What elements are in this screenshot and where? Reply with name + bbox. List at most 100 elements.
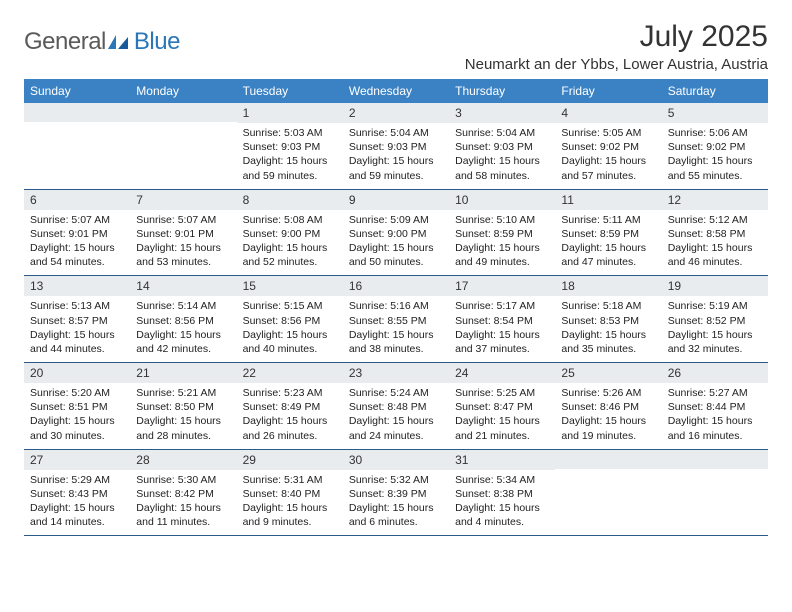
day-number: 7 <box>130 190 236 210</box>
day-cell: 29Sunrise: 5:31 AMSunset: 8:40 PMDayligh… <box>237 450 343 536</box>
sunset-text: Sunset: 8:39 PM <box>349 487 443 501</box>
sunrise-text: Sunrise: 5:25 AM <box>455 386 549 400</box>
day-number: 23 <box>343 363 449 383</box>
week-row: 13Sunrise: 5:13 AMSunset: 8:57 PMDayligh… <box>24 276 768 363</box>
daylight-text: Daylight: 15 hours and 53 minutes. <box>136 241 230 269</box>
sunset-text: Sunset: 9:02 PM <box>561 140 655 154</box>
brand-text-1: General <box>24 28 106 56</box>
day-body: Sunrise: 5:12 AMSunset: 8:58 PMDaylight:… <box>662 210 768 276</box>
day-number: 21 <box>130 363 236 383</box>
day-number: 24 <box>449 363 555 383</box>
day-cell: 12Sunrise: 5:12 AMSunset: 8:58 PMDayligh… <box>662 190 768 276</box>
day-cell: 17Sunrise: 5:17 AMSunset: 8:54 PMDayligh… <box>449 276 555 362</box>
day-body: Sunrise: 5:27 AMSunset: 8:44 PMDaylight:… <box>662 383 768 449</box>
day-cell: 15Sunrise: 5:15 AMSunset: 8:56 PMDayligh… <box>237 276 343 362</box>
day-body: Sunrise: 5:20 AMSunset: 8:51 PMDaylight:… <box>24 383 130 449</box>
sunset-text: Sunset: 9:02 PM <box>668 140 762 154</box>
day-body: Sunrise: 5:07 AMSunset: 9:01 PMDaylight:… <box>24 210 130 276</box>
daylight-text: Daylight: 15 hours and 9 minutes. <box>243 501 337 529</box>
day-number: 4 <box>555 103 661 123</box>
day-cell: 23Sunrise: 5:24 AMSunset: 8:48 PMDayligh… <box>343 363 449 449</box>
sunset-text: Sunset: 8:58 PM <box>668 227 762 241</box>
day-cell: 26Sunrise: 5:27 AMSunset: 8:44 PMDayligh… <box>662 363 768 449</box>
day-cell: 9Sunrise: 5:09 AMSunset: 9:00 PMDaylight… <box>343 190 449 276</box>
daylight-text: Daylight: 15 hours and 46 minutes. <box>668 241 762 269</box>
day-cell: 1Sunrise: 5:03 AMSunset: 9:03 PMDaylight… <box>237 103 343 189</box>
sunset-text: Sunset: 8:56 PM <box>243 314 337 328</box>
daylight-text: Daylight: 15 hours and 49 minutes. <box>455 241 549 269</box>
sunset-text: Sunset: 8:43 PM <box>30 487 124 501</box>
day-body: Sunrise: 5:09 AMSunset: 9:00 PMDaylight:… <box>343 210 449 276</box>
daylight-text: Daylight: 15 hours and 32 minutes. <box>668 328 762 356</box>
sunrise-text: Sunrise: 5:04 AM <box>349 126 443 140</box>
day-body <box>130 122 236 131</box>
day-body <box>662 469 768 478</box>
sunset-text: Sunset: 8:44 PM <box>668 400 762 414</box>
day-body: Sunrise: 5:24 AMSunset: 8:48 PMDaylight:… <box>343 383 449 449</box>
day-body: Sunrise: 5:05 AMSunset: 9:02 PMDaylight:… <box>555 123 661 189</box>
sunset-text: Sunset: 9:03 PM <box>243 140 337 154</box>
sunrise-text: Sunrise: 5:21 AM <box>136 386 230 400</box>
day-body: Sunrise: 5:14 AMSunset: 8:56 PMDaylight:… <box>130 296 236 362</box>
day-body: Sunrise: 5:21 AMSunset: 8:50 PMDaylight:… <box>130 383 236 449</box>
day-header: Friday <box>555 79 661 103</box>
header: General Blue July 2025 Neumarkt an der Y… <box>24 20 768 73</box>
day-number: 30 <box>343 450 449 470</box>
day-body: Sunrise: 5:04 AMSunset: 9:03 PMDaylight:… <box>343 123 449 189</box>
day-number: 8 <box>237 190 343 210</box>
day-cell: 8Sunrise: 5:08 AMSunset: 9:00 PMDaylight… <box>237 190 343 276</box>
day-body: Sunrise: 5:34 AMSunset: 8:38 PMDaylight:… <box>449 470 555 536</box>
day-body: Sunrise: 5:06 AMSunset: 9:02 PMDaylight:… <box>662 123 768 189</box>
weeks-container: 1Sunrise: 5:03 AMSunset: 9:03 PMDaylight… <box>24 103 768 536</box>
day-cell: 11Sunrise: 5:11 AMSunset: 8:59 PMDayligh… <box>555 190 661 276</box>
day-body: Sunrise: 5:11 AMSunset: 8:59 PMDaylight:… <box>555 210 661 276</box>
day-cell: 18Sunrise: 5:18 AMSunset: 8:53 PMDayligh… <box>555 276 661 362</box>
day-number: 29 <box>237 450 343 470</box>
daylight-text: Daylight: 15 hours and 19 minutes. <box>561 414 655 442</box>
daylight-text: Daylight: 15 hours and 11 minutes. <box>136 501 230 529</box>
week-row: 27Sunrise: 5:29 AMSunset: 8:43 PMDayligh… <box>24 450 768 537</box>
day-cell: 5Sunrise: 5:06 AMSunset: 9:02 PMDaylight… <box>662 103 768 189</box>
sunset-text: Sunset: 8:51 PM <box>30 400 124 414</box>
day-number: 12 <box>662 190 768 210</box>
day-body: Sunrise: 5:10 AMSunset: 8:59 PMDaylight:… <box>449 210 555 276</box>
sunrise-text: Sunrise: 5:27 AM <box>668 386 762 400</box>
day-cell: 16Sunrise: 5:16 AMSunset: 8:55 PMDayligh… <box>343 276 449 362</box>
day-cell: 25Sunrise: 5:26 AMSunset: 8:46 PMDayligh… <box>555 363 661 449</box>
daylight-text: Daylight: 15 hours and 26 minutes. <box>243 414 337 442</box>
daylight-text: Daylight: 15 hours and 42 minutes. <box>136 328 230 356</box>
day-number: 6 <box>24 190 130 210</box>
sunset-text: Sunset: 9:03 PM <box>349 140 443 154</box>
sunset-text: Sunset: 9:00 PM <box>349 227 443 241</box>
day-number <box>130 103 236 122</box>
daylight-text: Daylight: 15 hours and 38 minutes. <box>349 328 443 356</box>
day-cell: 3Sunrise: 5:04 AMSunset: 9:03 PMDaylight… <box>449 103 555 189</box>
sunrise-text: Sunrise: 5:24 AM <box>349 386 443 400</box>
day-cell: 19Sunrise: 5:19 AMSunset: 8:52 PMDayligh… <box>662 276 768 362</box>
day-body: Sunrise: 5:25 AMSunset: 8:47 PMDaylight:… <box>449 383 555 449</box>
day-header: Saturday <box>662 79 768 103</box>
sunrise-text: Sunrise: 5:11 AM <box>561 213 655 227</box>
day-header: Sunday <box>24 79 130 103</box>
day-number: 19 <box>662 276 768 296</box>
sunset-text: Sunset: 8:53 PM <box>561 314 655 328</box>
day-number: 20 <box>24 363 130 383</box>
sunrise-text: Sunrise: 5:19 AM <box>668 299 762 313</box>
sunset-text: Sunset: 8:57 PM <box>30 314 124 328</box>
day-cell: 13Sunrise: 5:13 AMSunset: 8:57 PMDayligh… <box>24 276 130 362</box>
day-body: Sunrise: 5:29 AMSunset: 8:43 PMDaylight:… <box>24 470 130 536</box>
day-cell: 22Sunrise: 5:23 AMSunset: 8:49 PMDayligh… <box>237 363 343 449</box>
sunrise-text: Sunrise: 5:05 AM <box>561 126 655 140</box>
sunrise-text: Sunrise: 5:34 AM <box>455 473 549 487</box>
sail-icon <box>106 33 130 51</box>
day-cell: 7Sunrise: 5:07 AMSunset: 9:01 PMDaylight… <box>130 190 236 276</box>
sunrise-text: Sunrise: 5:08 AM <box>243 213 337 227</box>
sunrise-text: Sunrise: 5:07 AM <box>136 213 230 227</box>
sunrise-text: Sunrise: 5:14 AM <box>136 299 230 313</box>
day-number: 10 <box>449 190 555 210</box>
day-number: 27 <box>24 450 130 470</box>
sunset-text: Sunset: 8:54 PM <box>455 314 549 328</box>
daylight-text: Daylight: 15 hours and 54 minutes. <box>30 241 124 269</box>
day-cell: 4Sunrise: 5:05 AMSunset: 9:02 PMDaylight… <box>555 103 661 189</box>
day-header: Wednesday <box>343 79 449 103</box>
